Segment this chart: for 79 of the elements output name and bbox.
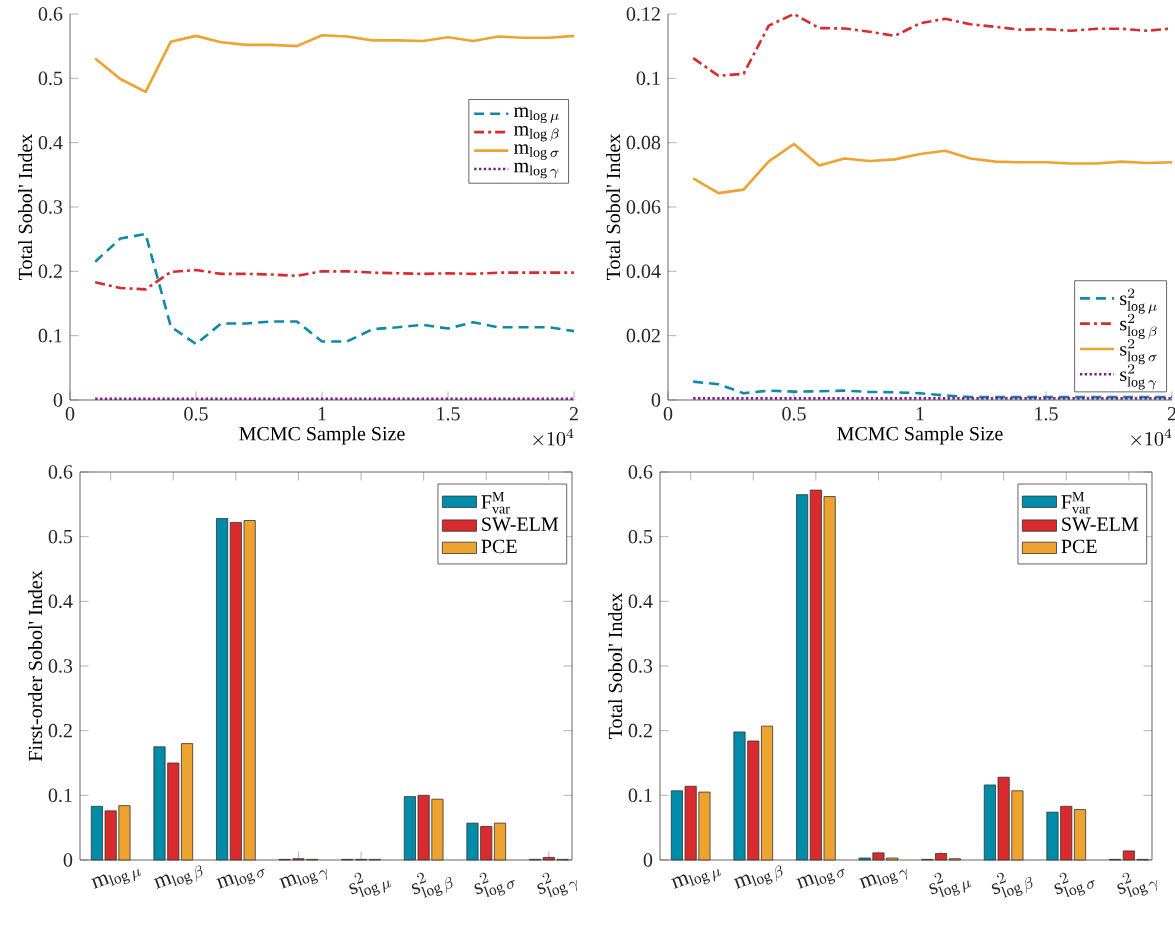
y-tick-label: 0.3	[48, 659, 73, 673]
y-tick-label: 0.04	[626, 264, 661, 279]
y-axis-title: Total Sobol' Index	[18, 133, 33, 280]
x-tick-label: $\mathrm{s}^{2}_{\log\gamma}$	[1117, 872, 1157, 898]
y-tick-label: 0.1	[48, 788, 72, 803]
x-tick-label: $\mathrm{s}^{2}_{\log\beta}$	[411, 872, 453, 898]
x-tick-label: $\mathrm{m}_{\log\sigma}$	[796, 868, 845, 889]
y-tick-label: 0.12	[626, 7, 660, 21]
x-tick-label: 2	[569, 407, 578, 421]
y-tick-label: 0.6	[48, 465, 73, 479]
y-axis-title: Total Sobol' Index	[606, 133, 621, 280]
legend-label: $\mathrm{s}^{2}_{\log\beta}$	[1120, 313, 1157, 339]
y-tick-label: 0.4	[628, 594, 653, 609]
legend-label: $\mathrm{m}_{\log\beta}$	[514, 125, 559, 142]
legend-label: SW-ELM	[1062, 517, 1139, 532]
y-tick-label: 0.2	[38, 264, 62, 279]
x-tick-label: 0	[663, 407, 673, 421]
legend-label: $\mathrm{m}_{\log\gamma}$	[514, 162, 559, 179]
y-tick-label: 0.2	[628, 723, 652, 738]
legend-label: PCE	[481, 539, 517, 554]
x-tick-label: $\mathrm{m}_{\log\beta}$	[733, 865, 783, 889]
legend-label: $\mathrm{F}^{\mathrm{M}}_{\mathrm{var}}$	[1061, 492, 1090, 514]
bar	[216, 518, 229, 861]
text: $\times 10^{4}$	[1131, 428, 1172, 446]
y-tick-label: 0	[63, 853, 73, 867]
x-tick-label: $\mathrm{m}_{\log\mu}$	[91, 869, 141, 889]
y-axis-title: Total Sobol' Index	[608, 592, 623, 739]
legend-label: $\mathrm{m}_{\log\sigma}$	[514, 144, 559, 160]
text: $\times 10^{4}$	[533, 428, 574, 446]
bar	[796, 494, 809, 861]
y-axis-title: First-order Sobol' Index	[28, 570, 43, 762]
x-tick-label: $\mathrm{s}^{2}_{\log\mu}$	[929, 872, 971, 898]
x-tick-label: $\mathrm{s}^{2}_{\log\mu}$	[349, 872, 391, 898]
y-tick-label: 0.1	[38, 328, 62, 343]
x-tick-label: $\mathrm{m}_{\log\gamma}$	[279, 868, 327, 889]
y-tick-label: 0.5	[48, 529, 73, 544]
line-series	[93, 33, 576, 94]
legend-label: $\mathrm{m}_{\log\mu}$	[514, 107, 559, 123]
y-tick-label: 0	[53, 393, 63, 407]
y-tick-label: 0.02	[626, 328, 660, 343]
x-tick-label: $\mathrm{s}^{2}_{\log\beta}$	[991, 872, 1033, 898]
x-tick-label: 0.5	[782, 407, 806, 421]
y-tick-label: 0.6	[38, 7, 63, 21]
y-tick-label: 0	[651, 393, 661, 407]
x-tick-label: 0.5	[184, 407, 208, 421]
y-tick-label: 0.3	[38, 200, 63, 214]
y-tick-label: 0	[643, 853, 653, 867]
x-tick-label: 2	[1167, 407, 1175, 421]
y-tick-label: 0.5	[38, 71, 63, 86]
legend-label: $\mathrm{F}^{\mathrm{M}}_{\mathrm{var}}$	[481, 492, 510, 514]
x-tick-label: 1.5	[1035, 407, 1058, 421]
x-tick-label: $\mathrm{m}_{\log\mu}$	[671, 869, 721, 889]
x-tick-label: $\mathrm{m}_{\log\sigma}$	[216, 868, 265, 889]
x-tick-label: $\mathrm{s}^{2}_{\log\sigma}$	[1054, 872, 1095, 898]
legend-label: $\mathrm{s}^{2}_{\log\mu}$	[1120, 288, 1157, 314]
y-tick-label: 0.08	[626, 135, 661, 150]
line-series	[691, 142, 1174, 195]
legend-label: $\mathrm{s}^{2}_{\log\sigma}$	[1120, 339, 1157, 365]
y-tick-label: 0.4	[48, 594, 73, 609]
legend-label: PCE	[1061, 539, 1097, 554]
y-tick-label: 0.5	[628, 529, 653, 544]
x-tick-label: $\mathrm{m}_{\log\gamma}$	[859, 868, 907, 889]
legend-label: SW-ELM	[482, 517, 559, 532]
x-tick-label: 1.5	[437, 407, 460, 421]
x-tick-label: $\mathrm{m}_{\log\beta}$	[153, 865, 203, 889]
x-tick-label: 1	[916, 407, 924, 421]
y-tick-label: 0.2	[48, 723, 72, 738]
x-axis-title: MCMC Sample Size	[239, 426, 405, 445]
legend-label: $\mathrm{s}^{2}_{\log\gamma}$	[1120, 364, 1157, 390]
y-tick-label: 0.6	[628, 465, 653, 479]
y-tick-label: 0.06	[626, 200, 661, 214]
y-tick-label: 0.1	[636, 71, 660, 86]
y-tick-label: 0.1	[628, 788, 652, 803]
x-axis-title: MCMC Sample Size	[837, 426, 1003, 445]
y-tick-label: 0.3	[628, 659, 653, 673]
x-tick-label: 1	[318, 407, 326, 421]
x-tick-label: $\mathrm{s}^{2}_{\log\sigma}$	[474, 872, 515, 898]
x-tick-label: $\mathrm{s}^{2}_{\log\gamma}$	[537, 872, 577, 898]
y-tick-label: 0.4	[38, 135, 63, 150]
